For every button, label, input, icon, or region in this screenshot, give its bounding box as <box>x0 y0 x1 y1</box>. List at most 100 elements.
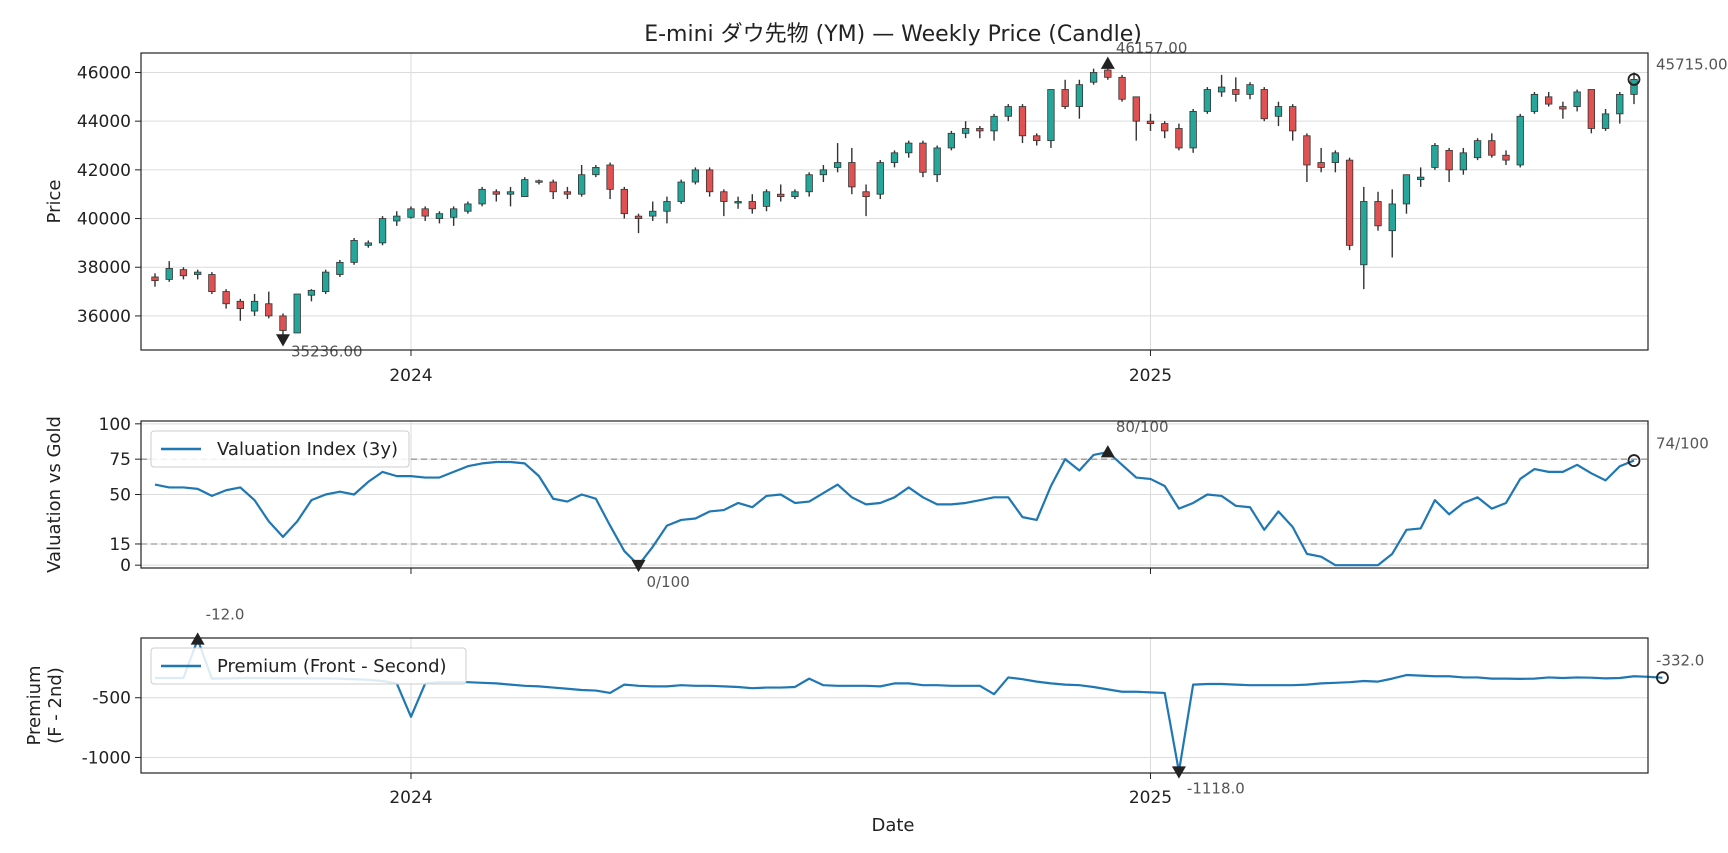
candle-body <box>1402 174 1411 205</box>
candle-body <box>1203 89 1212 112</box>
valuation-last-annotation: 74/100 <box>1656 435 1709 453</box>
max-marker <box>1100 56 1115 69</box>
price-axes-frame <box>140 52 1649 351</box>
candle-body <box>691 169 700 183</box>
valuation-last-marker <box>1627 454 1641 467</box>
candle-body <box>322 271 330 292</box>
price-y-tick-label: 44000 <box>77 112 131 132</box>
candle-body <box>961 128 970 134</box>
chart-title: E-mini ダウ先物 (YM) — Weekly Price (Candle) <box>644 22 1142 47</box>
valuation-legend-label: Valuation Index (3y) <box>217 439 398 460</box>
premium-legend: Premium (Front - Second) <box>150 647 467 685</box>
premium-y-axis-title: Premium(F - 2nd) <box>24 665 66 745</box>
premium-y-tick-label: -500 <box>92 689 131 709</box>
price-y-tick-label: 42000 <box>77 161 131 181</box>
candle-body <box>506 191 515 195</box>
candle-body <box>1132 96 1140 122</box>
candle-body <box>1431 145 1439 168</box>
candle-body <box>378 218 387 244</box>
candle-body <box>549 181 557 193</box>
candle-body <box>1146 120 1155 124</box>
candle-body <box>1260 89 1268 120</box>
candle-body <box>649 210 657 217</box>
candle-body <box>1502 154 1510 161</box>
candle-body <box>1488 140 1496 156</box>
candle-body <box>307 289 316 296</box>
candle-body <box>393 215 401 222</box>
valuation-max-marker <box>1100 445 1115 458</box>
candle-body <box>1118 76 1126 100</box>
candle-body <box>1047 89 1055 142</box>
price-y-tick-label: 38000 <box>77 258 131 278</box>
premium-legend-label: Premium (Front - Second) <box>217 656 447 677</box>
candle-body <box>634 215 643 219</box>
candle-body <box>407 208 415 218</box>
candle-body <box>194 271 202 275</box>
candle-body <box>1587 89 1595 129</box>
premium-axes-frame <box>140 637 1649 774</box>
premium-panel: 2024 2025 -500 -1000 Premium(F - 2nd) -12.0 -1… <box>24 605 1704 808</box>
candle-body <box>1175 128 1183 149</box>
candle-body <box>279 315 287 331</box>
price-x-tick-label: 2024 <box>389 366 432 386</box>
price-y-tick-label: 40000 <box>77 210 131 230</box>
candle-body <box>1473 140 1482 159</box>
candle-body <box>1232 89 1240 95</box>
candle-body <box>748 201 756 210</box>
valuation-y-tick-label: 15 <box>109 535 131 555</box>
max-annotation: 46157.00 <box>1116 39 1188 57</box>
candle-body <box>1459 152 1467 171</box>
candle-body <box>1360 201 1368 266</box>
candle-body <box>521 179 529 198</box>
candle-body <box>364 242 372 246</box>
candle-body <box>1331 152 1340 163</box>
candle-body <box>1417 176 1425 180</box>
candle-body <box>947 132 956 149</box>
price-y-axis-title: Price <box>44 180 65 224</box>
candle-body <box>663 201 671 212</box>
candle-body <box>265 303 273 317</box>
candle-body <box>435 213 444 219</box>
candle-body <box>1345 159 1354 246</box>
valuation-y-tick-label: 100 <box>99 415 131 435</box>
valuation-min-marker <box>631 559 646 573</box>
valuation-y-axis-title: Valuation vs Gold <box>44 416 65 573</box>
candle-body <box>179 269 188 277</box>
candle-body <box>976 128 984 132</box>
candle-body <box>677 181 685 202</box>
candle-body <box>805 174 813 193</box>
valuation-min-annotation: 0/100 <box>647 573 690 591</box>
premium-legend-box <box>150 647 467 685</box>
candle-body <box>336 261 344 275</box>
premium-min-annotation: -1118.0 <box>1187 780 1245 798</box>
candle-body <box>1189 111 1197 149</box>
last-marker <box>1627 73 1641 86</box>
candle-body <box>293 293 301 334</box>
candle-body <box>151 276 159 282</box>
last-annotation: 45715.00 <box>1656 55 1728 73</box>
candle-body <box>563 191 572 195</box>
candle-body <box>449 208 458 218</box>
candle-body <box>577 174 586 195</box>
valuation-y-tick-label: 50 <box>109 486 131 506</box>
price-y-tick-label: 46000 <box>77 63 131 83</box>
candle-body <box>208 274 216 292</box>
candle-body <box>1374 201 1382 227</box>
candle-body <box>1545 96 1553 105</box>
candle-body <box>705 169 714 193</box>
valuation-series-line <box>154 450 1635 567</box>
valuation-panel: 015 50 75 100 Valuation vs Gold 80/100 0/100 74… <box>44 415 1709 591</box>
candle-body <box>1075 84 1084 107</box>
candle-body <box>478 188 486 205</box>
candle-body <box>990 115 998 132</box>
candle-body <box>762 191 771 207</box>
candle-body <box>250 300 259 312</box>
candle-body <box>1161 123 1169 132</box>
valuation-y-tick-label: 0 <box>120 556 131 576</box>
candle-body <box>606 164 614 190</box>
candle-body <box>876 162 884 195</box>
candle-body <box>833 162 842 168</box>
price-x-tick-label: 2025 <box>1129 366 1172 386</box>
premium-last-annotation: -332.0 <box>1656 652 1704 670</box>
